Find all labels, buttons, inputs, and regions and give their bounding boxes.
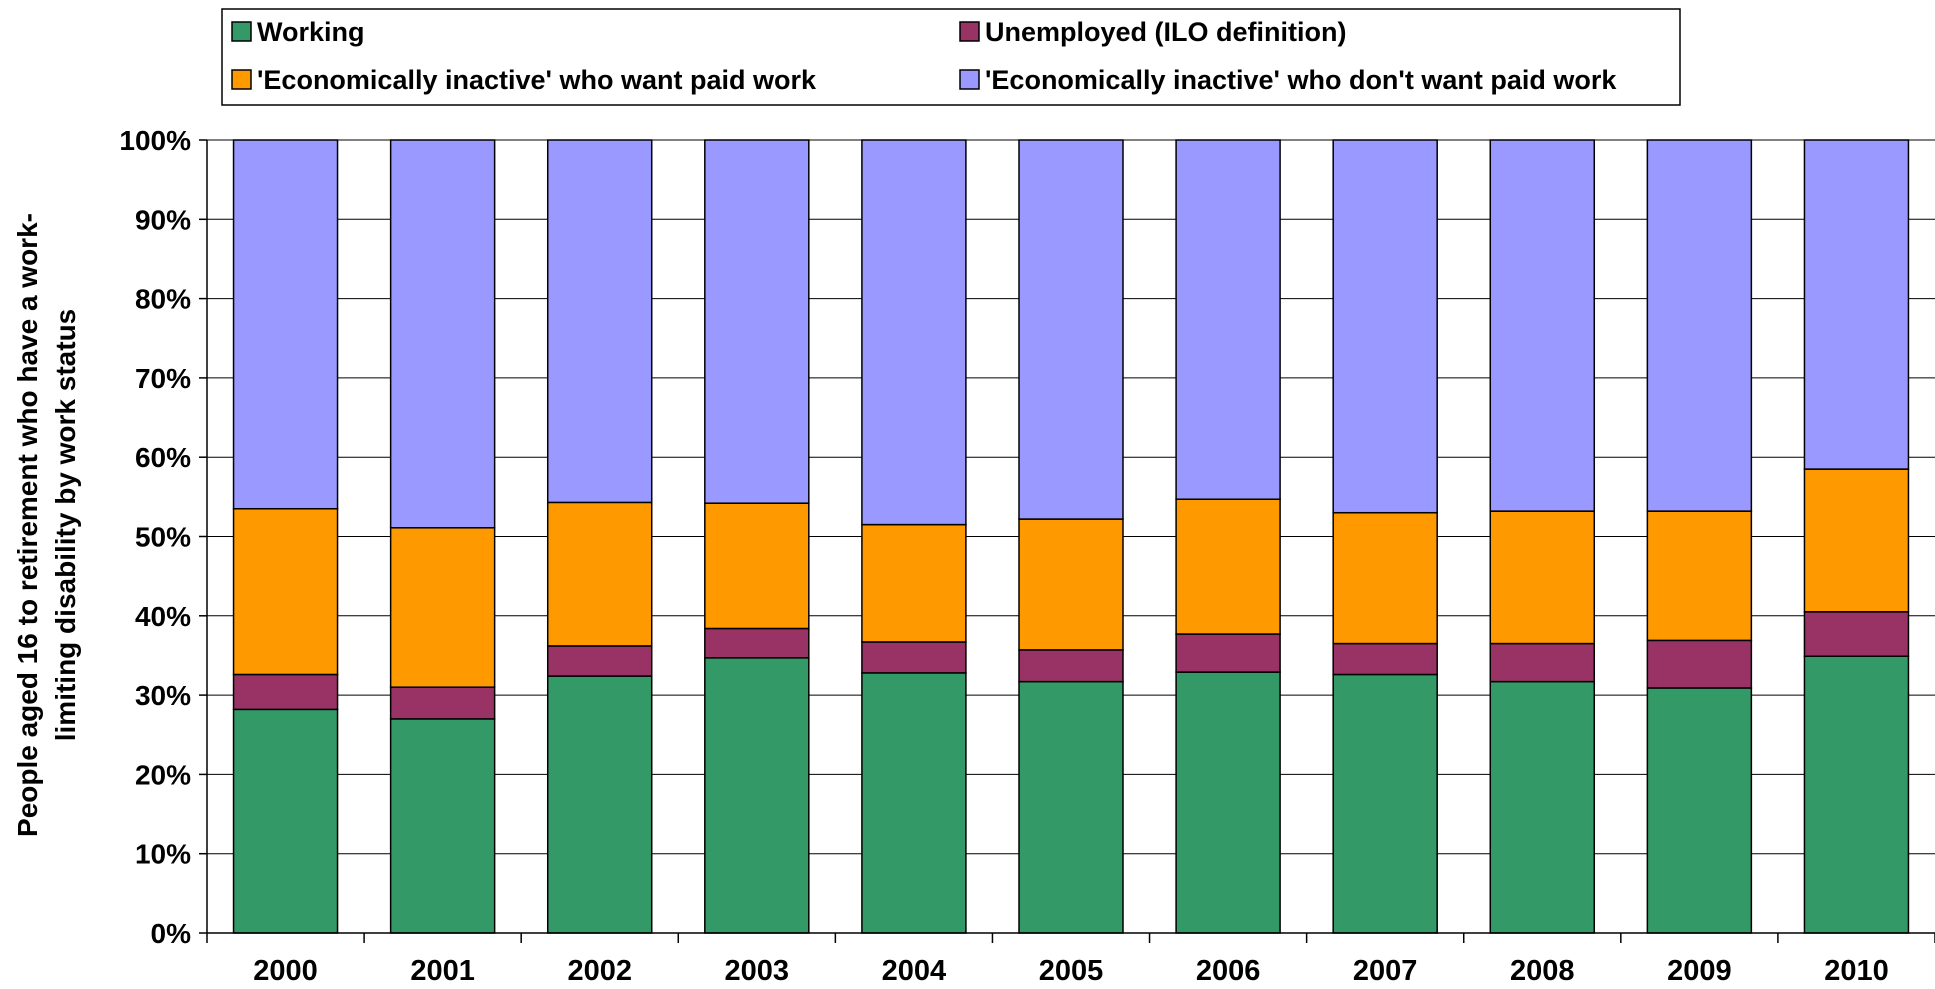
x-tick-label: 2008	[1510, 955, 1575, 984]
bar-segment	[1018, 649, 1124, 683]
y-tick-label: 90%	[135, 204, 191, 235]
bar-segment	[704, 139, 810, 504]
bar-segment	[1489, 642, 1596, 683]
bar-segment	[1175, 139, 1281, 500]
bar-segment	[1489, 510, 1596, 645]
bar-segment	[546, 645, 653, 677]
bar-segment	[546, 139, 653, 504]
bar-segment	[389, 686, 496, 720]
legend-label: 'Economically inactive' who don't want p…	[985, 65, 1617, 95]
y-tick-label: 80%	[135, 284, 191, 315]
bar-segment	[232, 673, 339, 711]
bar-segment	[704, 502, 810, 630]
bar-segment	[1489, 139, 1596, 512]
bar-segment	[546, 675, 653, 934]
legend-swatch	[959, 69, 980, 90]
bar-segment	[389, 718, 496, 934]
bar-segment	[704, 627, 810, 659]
bar-segment	[1803, 611, 1910, 657]
y-tick-label: 40%	[135, 601, 191, 632]
bar-segment	[704, 657, 810, 934]
bar-segment	[861, 523, 967, 643]
x-tick-label: 2000	[253, 955, 318, 984]
bar-segment	[1175, 633, 1281, 673]
bar-segment	[1175, 498, 1281, 635]
bar-segment	[1018, 139, 1124, 520]
legend-label: 'Economically inactive' who want paid wo…	[257, 65, 817, 95]
bar-segment	[1018, 680, 1124, 934]
bar-segment	[861, 641, 967, 674]
bar-segment	[1803, 655, 1910, 934]
bar-segment	[1332, 139, 1438, 514]
x-tick-label: 2003	[725, 955, 790, 984]
x-tick-label: 2009	[1667, 955, 1732, 984]
legend-box	[221, 8, 1681, 106]
legend-label: Unemployed (ILO definition)	[985, 17, 1346, 47]
y-tick-label: 50%	[135, 522, 191, 553]
bar-segment	[1332, 511, 1438, 645]
y-tick-label: 30%	[135, 680, 191, 711]
y-tick-label: 20%	[135, 759, 191, 790]
bar-segment	[1332, 642, 1438, 676]
axes: 0% 10% 20% 30% 40% 50% 60% 70% 80% 90% 100% 2000 200…	[119, 125, 1935, 987]
legend-label: Working	[257, 17, 365, 47]
x-tick-label: 2001	[410, 955, 475, 984]
x-tick-label: 2010	[1824, 955, 1889, 984]
x-tick-label: 2006	[1196, 955, 1261, 984]
bar-segment	[232, 708, 339, 934]
x-tick-label: 2004	[882, 955, 947, 984]
legend-swatch	[959, 21, 980, 42]
bar-segment	[546, 501, 653, 647]
bar-segment	[1332, 673, 1438, 934]
bar-segment	[861, 139, 967, 526]
bar-segment	[1646, 639, 1753, 689]
legend-swatch	[231, 69, 252, 90]
y-tick-label: 70%	[135, 363, 191, 394]
x-tick-label: 2007	[1353, 955, 1418, 984]
bar-segment	[1646, 139, 1753, 512]
bar-segment	[1489, 680, 1596, 934]
legend: Working Unemployed (ILO definition) 'Econo…	[221, 8, 1681, 106]
y-axis-label: limiting disability by work status	[50, 309, 81, 742]
x-tick-label: 2005	[1039, 955, 1104, 984]
bar-segment	[232, 139, 339, 510]
y-tick-label: 10%	[135, 839, 191, 870]
y-tick-label: 60%	[135, 442, 191, 473]
x-tick-label: 2002	[567, 955, 632, 984]
bar-segment	[1803, 468, 1910, 613]
y-tick-label: 0%	[151, 918, 192, 949]
legend-swatch	[231, 21, 252, 42]
bar-segment	[861, 672, 967, 934]
bar-segment	[389, 139, 496, 529]
bar-segment	[1175, 671, 1281, 934]
bar-segment	[1018, 518, 1124, 651]
bar-segment	[1803, 139, 1910, 470]
bar-segment	[1646, 510, 1753, 642]
bars	[232, 139, 1910, 934]
bar-segment	[1646, 687, 1753, 934]
bar-segment	[232, 507, 339, 676]
bar-segment	[389, 527, 496, 688]
y-tick-label: 100%	[119, 125, 191, 156]
y-axis-label: People aged 16 to retirement who have a …	[12, 213, 43, 837]
